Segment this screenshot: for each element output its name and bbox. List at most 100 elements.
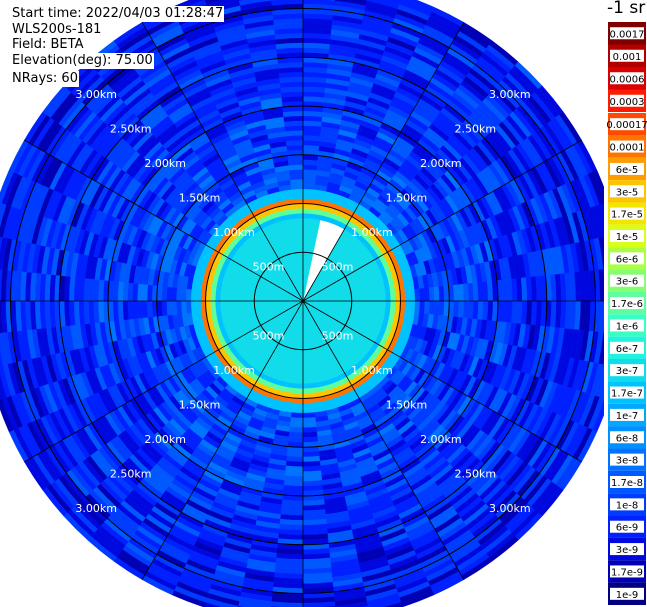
colorbar-label: 0.0006 [610,74,645,85]
backscatter-cell [302,373,312,380]
backscatter-cell [258,300,265,306]
backscatter-cell [295,368,304,375]
backscatter-cell [302,407,315,414]
backscatter-cell [289,421,304,428]
colorbar-label: 1.7e-7 [611,389,643,400]
range-ring-label: 500m [253,329,285,342]
backscatter-cell [409,289,416,302]
backscatter-cell [263,304,270,310]
backscatter-cell [351,295,357,302]
backscatter-cell [302,256,308,263]
backscatter-cell [302,217,312,224]
backscatter-cell [304,276,309,283]
backscatter-cell [239,300,246,308]
colorbar-label: 1e-8 [616,500,639,511]
backscatter-cell [285,455,304,463]
backscatter-cell [291,402,304,409]
backscatter-cell [462,283,469,302]
backscatter-cell [290,183,304,190]
colorbar-label: 1.7e-9 [611,567,643,578]
backscatter-cell [302,242,310,248]
ppi-plot: 500m 500m 500m 500m 1.00km 1.00km 1.00km 1.00km… [0,0,604,607]
backscatter-cell [294,373,304,380]
backscatter-cell [302,164,318,171]
backscatter-cell [293,208,304,214]
backscatter-cells [0,0,604,607]
backscatter-cell [365,293,372,302]
backscatter-cell [302,388,313,394]
backscatter-cell [340,291,347,298]
range-ring-label: 2.00km [420,433,462,446]
colorbar-label: 6e-6 [616,254,639,265]
backscatter-cell [302,402,315,409]
backscatter-cell [180,288,187,302]
backscatter-cell [291,407,304,414]
range-ring-label: 3.00km [489,88,531,101]
field-label: Field: BETA [11,37,85,53]
range-ring-label: 1.00km [351,226,393,239]
range-ring-label: 1.50km [179,192,221,205]
backscatter-cell [302,426,317,433]
backscatter-cell [297,349,304,355]
backscatter-cell [360,294,367,302]
backscatter-cell [302,169,317,176]
backscatter-cell [433,300,440,316]
backscatter-cell [302,421,317,428]
backscatter-cell [346,295,352,302]
backscatter-cell [254,300,260,307]
backscatter-cell [365,300,372,309]
backscatter-cell [293,213,304,219]
range-ring-label: 500m [253,261,285,274]
backscatter-cell [428,300,435,315]
backscatter-cell [302,378,312,385]
start-time-label: Start time: 2022/04/03 01:28:47 [11,6,225,22]
backscatter-cell [453,300,460,318]
backscatter-cell [285,460,304,467]
backscatter-cell [291,193,304,200]
backscatter-cell [259,304,266,311]
backscatter-cell [306,257,313,264]
backscatter-cell [176,300,183,315]
backscatter-cell [224,300,231,310]
backscatter-cell [239,294,246,302]
backscatter-cell [171,300,178,315]
backscatter-cell [346,300,352,307]
colorbar-label: 3e-5 [616,187,639,198]
range-ring-label: 2.00km [144,157,186,170]
backscatter-cell [289,174,304,181]
backscatter-cell [137,283,144,302]
backscatter-cell [249,300,255,307]
backscatter-cell [302,178,316,185]
colorbar-label: 3e-7 [616,366,639,377]
backscatter-cell [423,300,430,315]
colorbar-label: 1e-5 [616,232,639,243]
range-ring-label: 2.50km [455,123,497,136]
backscatter-cell [351,300,357,307]
backscatter-cell [336,292,343,298]
backscatter-cell [291,188,304,195]
backscatter-cell [423,287,430,302]
range-ring-label: 3.00km [75,88,117,101]
range-ring-label: 1.00km [213,226,255,239]
backscatter-cell [190,300,197,313]
backscatter-cell [171,287,178,302]
backscatter-cell [453,284,460,302]
backscatter-cell [302,339,308,346]
backscatter-cell [302,358,310,365]
backscatter-cell [302,247,309,253]
backscatter-cell [457,283,465,302]
backscatter-cell [302,349,309,355]
backscatter-cell [385,300,391,311]
backscatter-cell [302,325,307,331]
backscatter-cell [141,300,149,319]
backscatter-cell [302,383,313,389]
backscatter-cell [146,284,153,302]
backscatter-cell [302,139,321,147]
backscatter-cell [244,300,250,308]
backscatter-cell [302,193,315,200]
backscatter-cell [185,300,192,314]
backscatter-cell [210,291,216,302]
backscatter-cell [302,412,316,419]
backscatter-cell [302,174,317,181]
backscatter-cell [224,292,231,302]
